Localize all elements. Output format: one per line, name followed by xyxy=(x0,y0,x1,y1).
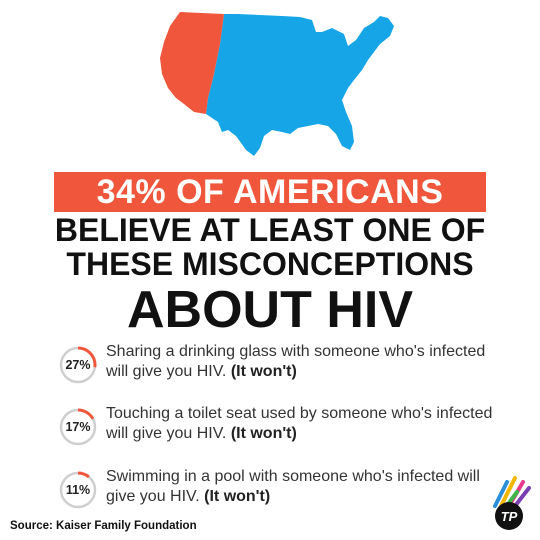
percent-ring xyxy=(59,471,97,509)
headline-line-3: THESE MISCONCEPTIONS xyxy=(66,246,474,282)
stat-item: 17% Touching a toilet seat used by someo… xyxy=(58,404,498,450)
tp-logo: TP xyxy=(493,476,531,530)
misconception-text: Sharing a drinking glass with someone wh… xyxy=(106,342,506,382)
percent-label: 27% xyxy=(65,358,91,372)
misconception-statement: Sharing a drinking glass with someone wh… xyxy=(106,343,486,380)
headline-highlight-banner: 34% OF AMERICANS xyxy=(54,172,486,212)
us-map-west-region xyxy=(160,12,224,114)
misconception-text: Touching a toilet seat used by someone w… xyxy=(106,404,506,444)
percent-label: 17% xyxy=(65,420,91,434)
percent-ring-fill xyxy=(59,408,97,446)
correction-note: (It won't) xyxy=(230,425,297,442)
stat-item: 11% Swimming in a pool with someone who'… xyxy=(58,467,498,513)
misconception-text: Swimming in a pool with someone who's in… xyxy=(106,467,506,507)
us-map-east-region xyxy=(206,14,394,156)
percent-ring-fill xyxy=(59,346,97,384)
misconception-statement: Swimming in a pool with someone who's in… xyxy=(106,468,480,505)
headline-highlight-text: 34% OF AMERICANS xyxy=(96,173,444,211)
percent-ring-fill xyxy=(59,471,97,509)
percent-ring xyxy=(59,408,97,446)
correction-note: (It won't) xyxy=(204,488,271,505)
misconception-statement: Touching a toilet seat used by someone w… xyxy=(106,405,493,442)
headline-line-2: BELIEVE AT LEAST ONE OF xyxy=(54,212,486,248)
percent-ring xyxy=(59,346,97,384)
correction-note: (It won't) xyxy=(230,363,297,380)
logo-text: TP xyxy=(501,509,518,524)
logo-circle xyxy=(495,502,523,530)
stat-item: 27% Sharing a drinking glass with someon… xyxy=(58,342,498,388)
us-map-graphic xyxy=(160,12,394,156)
headline-line-4: ABOUT HIV xyxy=(127,281,413,339)
source-credit: Source: Kaiser Family Foundation xyxy=(10,520,197,532)
percent-label: 11% xyxy=(65,483,91,497)
logo-arrows-icon xyxy=(493,476,531,510)
